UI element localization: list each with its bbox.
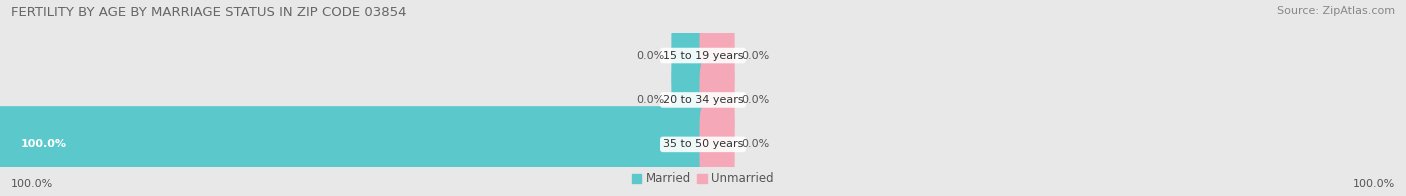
Text: 0.0%: 0.0%: [742, 139, 770, 149]
Text: 15 to 19 years: 15 to 19 years: [662, 51, 744, 61]
FancyBboxPatch shape: [700, 62, 734, 138]
Text: FERTILITY BY AGE BY MARRIAGE STATUS IN ZIP CODE 03854: FERTILITY BY AGE BY MARRIAGE STATUS IN Z…: [11, 6, 406, 19]
FancyBboxPatch shape: [700, 17, 734, 94]
Text: 100.0%: 100.0%: [11, 179, 53, 189]
FancyBboxPatch shape: [700, 106, 734, 183]
FancyBboxPatch shape: [672, 62, 707, 138]
FancyBboxPatch shape: [0, 62, 1406, 196]
FancyBboxPatch shape: [672, 17, 707, 94]
FancyBboxPatch shape: [0, 106, 707, 183]
Text: Source: ZipAtlas.com: Source: ZipAtlas.com: [1277, 6, 1395, 16]
FancyBboxPatch shape: [0, 17, 1406, 183]
Text: 20 to 34 years: 20 to 34 years: [662, 95, 744, 105]
Text: 0.0%: 0.0%: [742, 51, 770, 61]
Text: 0.0%: 0.0%: [636, 95, 665, 105]
Legend: Married, Unmarried: Married, Unmarried: [627, 168, 779, 190]
Text: 0.0%: 0.0%: [742, 95, 770, 105]
Text: 35 to 50 years: 35 to 50 years: [662, 139, 744, 149]
FancyBboxPatch shape: [0, 0, 1406, 138]
Text: 100.0%: 100.0%: [21, 139, 67, 149]
Text: 0.0%: 0.0%: [636, 51, 665, 61]
Text: 100.0%: 100.0%: [1353, 179, 1395, 189]
